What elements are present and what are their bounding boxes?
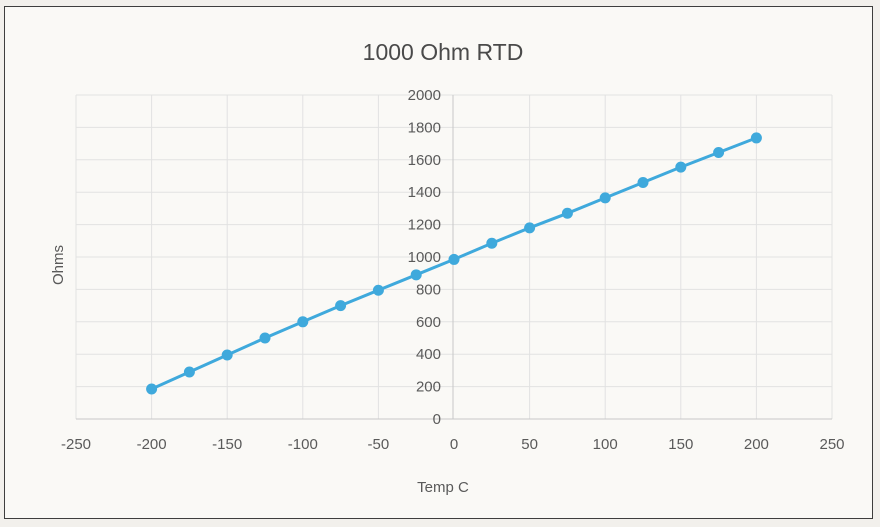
y-tick-label: 1000 bbox=[408, 249, 441, 266]
data-point bbox=[599, 192, 611, 204]
data-point bbox=[750, 132, 762, 144]
y-tick-label: 2000 bbox=[408, 87, 441, 104]
y-tick-label: 1400 bbox=[408, 184, 441, 201]
x-tick-label: 150 bbox=[668, 436, 693, 453]
x-tick-label: -50 bbox=[368, 436, 390, 453]
data-point bbox=[524, 222, 536, 234]
x-tick-label: -250 bbox=[61, 436, 91, 453]
data-point bbox=[486, 237, 498, 249]
data-point bbox=[675, 161, 687, 173]
tick-labels: 0200400600800100012001400160018002000-25… bbox=[61, 87, 845, 453]
y-tick-label: 1600 bbox=[408, 152, 441, 169]
x-tick-label: 100 bbox=[593, 436, 618, 453]
y-tick-label: 200 bbox=[416, 379, 441, 396]
data-point bbox=[637, 176, 649, 188]
chart-frame bbox=[4, 6, 873, 519]
y-axis-title: Ohms bbox=[50, 245, 67, 285]
x-tick-label: 50 bbox=[521, 436, 538, 453]
y-tick-label: 1800 bbox=[408, 119, 441, 136]
data-point bbox=[410, 269, 422, 281]
x-tick-label: -200 bbox=[137, 436, 167, 453]
data-point bbox=[561, 207, 573, 219]
y-tick-label: 400 bbox=[416, 346, 441, 363]
y-tick-label: 0 bbox=[433, 411, 441, 428]
y-tick-label: 600 bbox=[416, 314, 441, 331]
series bbox=[146, 132, 762, 395]
grid bbox=[75, 94, 833, 419]
data-point bbox=[448, 253, 460, 265]
chart-title: 1000 Ohm RTD bbox=[363, 39, 524, 65]
data-point bbox=[297, 316, 309, 328]
data-point bbox=[146, 383, 158, 395]
data-point bbox=[183, 366, 195, 378]
x-tick-label: 200 bbox=[744, 436, 769, 453]
x-tick-label: 0 bbox=[450, 436, 458, 453]
x-tick-label: -100 bbox=[288, 436, 318, 453]
data-point bbox=[221, 349, 233, 361]
data-point bbox=[259, 332, 271, 344]
data-point bbox=[335, 300, 347, 312]
data-point bbox=[372, 284, 384, 296]
y-tick-label: 1200 bbox=[408, 217, 441, 234]
x-tick-label: -150 bbox=[212, 436, 242, 453]
data-point bbox=[713, 147, 725, 159]
x-axis-title: Temp C bbox=[417, 479, 469, 496]
x-tick-label: 250 bbox=[819, 436, 844, 453]
y-tick-label: 800 bbox=[416, 281, 441, 298]
